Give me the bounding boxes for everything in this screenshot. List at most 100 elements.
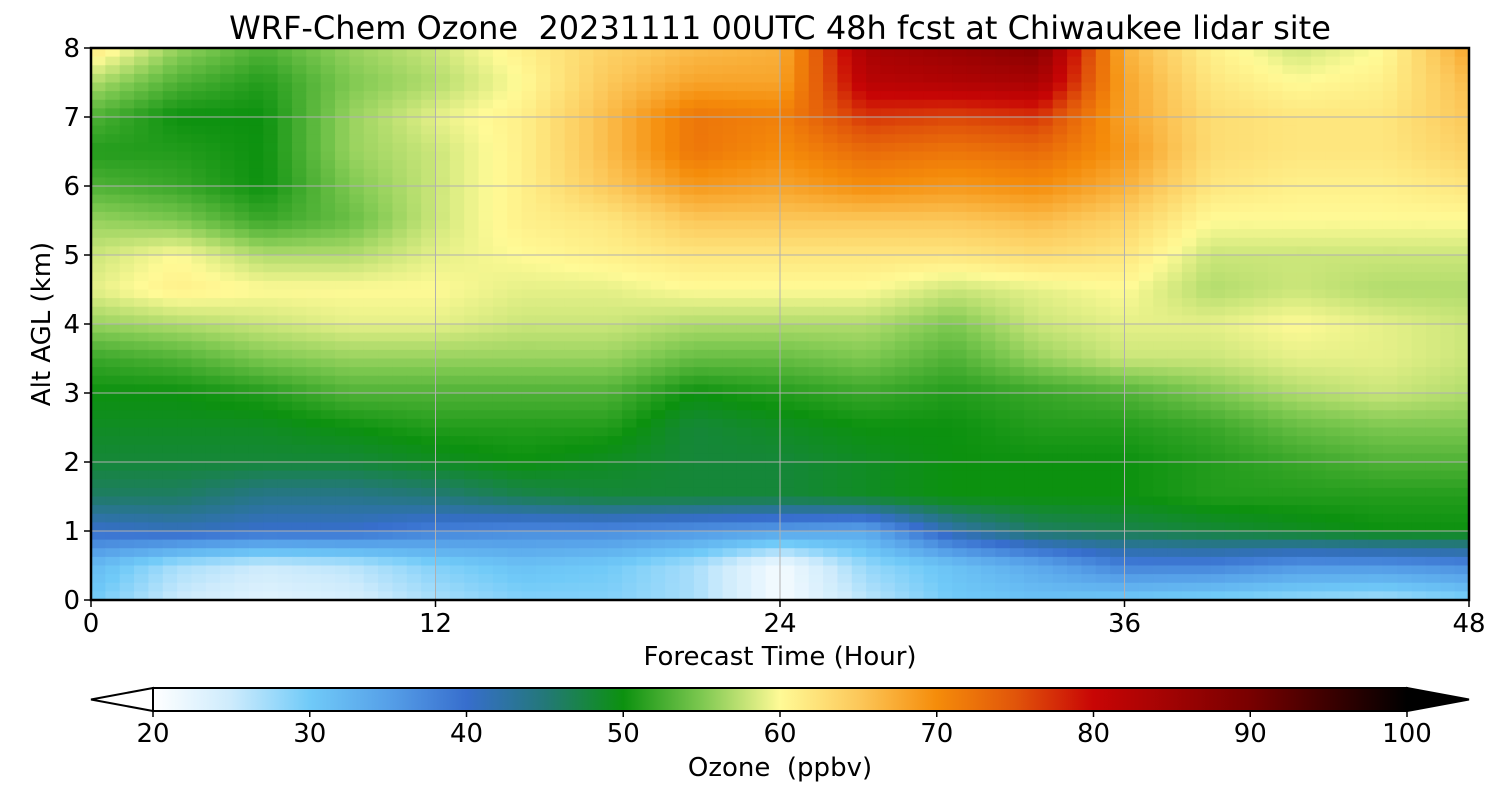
heat-cell bbox=[1052, 315, 1068, 325]
heat-cell bbox=[220, 177, 236, 187]
heat-cell bbox=[492, 108, 508, 118]
heat-cell bbox=[751, 142, 767, 153]
heat-cell bbox=[1382, 272, 1398, 282]
heat-cell bbox=[220, 289, 236, 299]
heat-cell bbox=[564, 194, 580, 204]
heat-cell bbox=[1425, 289, 1441, 299]
heat-cell bbox=[923, 186, 939, 196]
heat-cell bbox=[1311, 108, 1327, 118]
heat-cell bbox=[478, 203, 494, 213]
heat-cell bbox=[478, 410, 494, 420]
heat-cell bbox=[823, 237, 839, 247]
heat-cell bbox=[1296, 65, 1312, 75]
heat-cell bbox=[607, 470, 623, 480]
heat-cell bbox=[492, 315, 508, 325]
heat-cell bbox=[866, 436, 882, 446]
heat-cell bbox=[263, 444, 279, 454]
heat-cell bbox=[1167, 375, 1183, 385]
heat-cell bbox=[177, 410, 193, 420]
heat-cell bbox=[1325, 237, 1341, 247]
heat-cell bbox=[306, 367, 322, 377]
heat-cell bbox=[320, 246, 336, 256]
heat-cell bbox=[478, 436, 494, 446]
heat-cell bbox=[1311, 298, 1327, 308]
heat-cell bbox=[507, 358, 523, 368]
heat-cell bbox=[277, 194, 293, 204]
heat-cell bbox=[277, 418, 293, 429]
heat-cell bbox=[105, 194, 121, 204]
heat-cell bbox=[579, 65, 594, 75]
heat-cell bbox=[765, 332, 781, 342]
heat-cell bbox=[220, 453, 236, 463]
heat-cell bbox=[823, 289, 839, 299]
heat-cell bbox=[1411, 246, 1427, 256]
heat-cell bbox=[535, 332, 551, 342]
heat-cell bbox=[105, 289, 121, 299]
heat-cell bbox=[923, 168, 939, 178]
heat-cell bbox=[1239, 289, 1255, 299]
heat-cell bbox=[191, 117, 207, 127]
heat-cell bbox=[1138, 177, 1154, 187]
heat-cell bbox=[119, 246, 135, 256]
heat-cell bbox=[736, 134, 752, 144]
heat-cell bbox=[1253, 99, 1269, 109]
heat-cell bbox=[177, 349, 193, 360]
heat-cell bbox=[894, 272, 910, 282]
heat-cell bbox=[435, 401, 451, 411]
heat-cell bbox=[1138, 168, 1154, 178]
heat-cell bbox=[636, 358, 652, 368]
heat-cell bbox=[923, 289, 939, 299]
heat-cell bbox=[91, 436, 106, 446]
heat-cell bbox=[1411, 272, 1427, 282]
heat-cell bbox=[593, 211, 609, 222]
heat-cell bbox=[1325, 358, 1341, 368]
heat-cell bbox=[650, 48, 666, 58]
heat-cell bbox=[980, 65, 996, 75]
heat-cell bbox=[1339, 56, 1355, 66]
heat-cell bbox=[866, 220, 882, 230]
heat-cell bbox=[780, 384, 795, 394]
heat-cell bbox=[134, 444, 150, 454]
heat-cell bbox=[1411, 315, 1427, 325]
heat-cell bbox=[1296, 220, 1312, 230]
heat-cell bbox=[1296, 427, 1312, 437]
heat-cell bbox=[1253, 91, 1269, 101]
heat-cell bbox=[780, 160, 795, 170]
heat-cell bbox=[349, 160, 365, 170]
heat-cell bbox=[708, 289, 724, 299]
heat-cell bbox=[1081, 427, 1097, 437]
heat-cell bbox=[794, 384, 810, 394]
heat-cell bbox=[234, 56, 250, 66]
heat-cell bbox=[1024, 255, 1039, 265]
heat-cell bbox=[91, 315, 106, 325]
heat-cell bbox=[449, 462, 465, 472]
heat-cell bbox=[550, 229, 566, 239]
heat-cell bbox=[1425, 332, 1441, 342]
heat-cell bbox=[1253, 375, 1269, 385]
heat-cell bbox=[306, 393, 322, 403]
heat-cell bbox=[1224, 410, 1240, 420]
heat-cell bbox=[191, 487, 207, 498]
heat-cell bbox=[1067, 487, 1083, 498]
heat-cell bbox=[1382, 427, 1398, 437]
heat-cell bbox=[1224, 255, 1240, 265]
heat-cell bbox=[478, 82, 494, 92]
heat-cell bbox=[1440, 298, 1456, 308]
heat-cell bbox=[866, 315, 882, 325]
heat-cell bbox=[736, 73, 752, 84]
heat-cell bbox=[1382, 91, 1398, 101]
heat-cell bbox=[205, 375, 221, 385]
heat-cell bbox=[1167, 453, 1183, 463]
heat-cell bbox=[306, 272, 322, 282]
heat-cell bbox=[1253, 410, 1269, 420]
heat-cell bbox=[650, 427, 666, 437]
heat-cell bbox=[320, 367, 336, 377]
heat-cell bbox=[1425, 479, 1441, 489]
heat-cell bbox=[550, 56, 566, 66]
heat-cell bbox=[736, 306, 752, 316]
heat-cell bbox=[708, 444, 724, 454]
heat-cell bbox=[966, 177, 982, 187]
heat-cell bbox=[995, 453, 1011, 463]
heat-cell bbox=[177, 315, 193, 325]
heat-cell bbox=[492, 160, 508, 170]
